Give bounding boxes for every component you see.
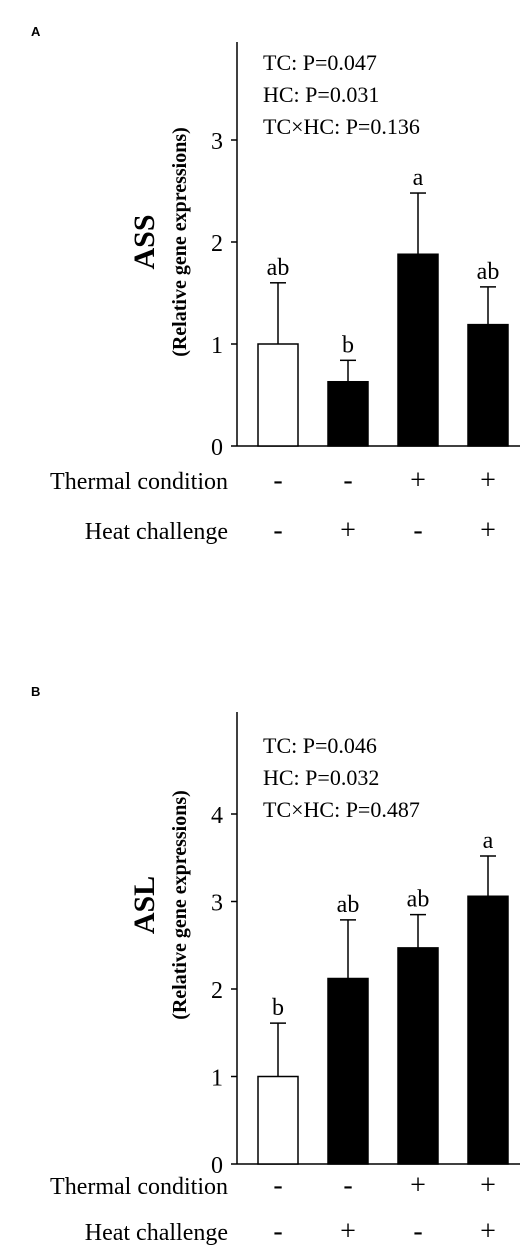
stat-annotation: HC: P=0.032: [263, 765, 379, 790]
row-label-thermal-condition: Thermal condition: [50, 469, 228, 495]
y-axis-title-sub: (Relative gene expressions): [169, 127, 191, 357]
stat-annotation: HC: P=0.031: [263, 82, 379, 107]
stat-annotation: TC: P=0.047: [263, 50, 377, 75]
y-axis-title: ASS (Relative gene expressions): [128, 127, 191, 357]
stat-annotation: TC×HC: P=0.487: [263, 797, 420, 822]
heat-challenge-sign: +: [340, 515, 356, 546]
y-tick-label: 0: [211, 435, 223, 461]
heat-challenge-sign: +: [480, 1216, 496, 1247]
thermal-condition-sign: +: [480, 1170, 496, 1201]
panel-label: A: [31, 24, 41, 39]
panel-a: A 0 1 2 3 ASS (Relative gene expressions) TC: P…: [31, 24, 520, 546]
significance-letter: ab: [337, 892, 360, 918]
bar: [467, 895, 509, 1165]
row-label-thermal-condition: Thermal condition: [50, 1174, 228, 1200]
y-tick-label: 3: [211, 129, 223, 155]
row-label-heat-challenge: Heat challenge: [85, 1220, 228, 1246]
significance-letter: a: [483, 828, 494, 854]
panel-label: B: [31, 684, 40, 699]
thermal-condition-sign: -: [343, 465, 352, 496]
thermal-condition-sign: -: [273, 1170, 282, 1201]
bar: [397, 253, 439, 447]
bar: [257, 1075, 299, 1165]
bar: [327, 380, 369, 447]
heat-challenge-sign: -: [413, 515, 422, 546]
bar: [327, 977, 369, 1165]
y-axis-title-main: ASS: [128, 214, 161, 269]
bar: [397, 947, 439, 1165]
y-tick-label: 0: [211, 1153, 223, 1179]
y-tick-label: 2: [211, 231, 223, 257]
thermal-condition-sign: -: [273, 465, 282, 496]
y-axis-title: ASL (Relative gene expressions): [128, 790, 191, 1020]
thermal-condition-sign: +: [410, 1170, 426, 1201]
heat-challenge-sign: -: [413, 1216, 422, 1247]
y-tick-label: 4: [211, 803, 223, 829]
significance-letter: b: [272, 995, 284, 1021]
thermal-condition-sign: +: [410, 465, 426, 496]
y-axis-title-main: ASL: [128, 876, 161, 934]
stat-annotation: TC: P=0.046: [263, 733, 377, 758]
y-axis-title-sub: (Relative gene expressions): [169, 790, 191, 1020]
y-tick-label: 3: [211, 891, 223, 917]
bar: [257, 343, 299, 447]
y-tick-label: 1: [211, 333, 223, 359]
thermal-condition-sign: -: [343, 1170, 352, 1201]
y-tick-label: 2: [211, 978, 223, 1004]
significance-letter: ab: [407, 887, 430, 913]
heat-challenge-sign: +: [340, 1216, 356, 1247]
heat-challenge-sign: -: [273, 515, 282, 546]
heat-challenge-sign: +: [480, 515, 496, 546]
bar: [467, 323, 509, 447]
heat-challenge-sign: -: [273, 1216, 282, 1247]
y-tick-label: 1: [211, 1066, 223, 1092]
thermal-condition-sign: +: [480, 465, 496, 496]
significance-letter: ab: [477, 259, 500, 285]
significance-letter: a: [413, 165, 424, 191]
panel-b: B 0 1 2 3 4 ASL (Relative gene expressions) TC: …: [31, 684, 520, 1247]
significance-letter: ab: [267, 255, 290, 281]
significance-letter: b: [342, 332, 354, 358]
stat-annotation: TC×HC: P=0.136: [263, 114, 420, 139]
row-label-heat-challenge: Heat challenge: [85, 519, 228, 545]
